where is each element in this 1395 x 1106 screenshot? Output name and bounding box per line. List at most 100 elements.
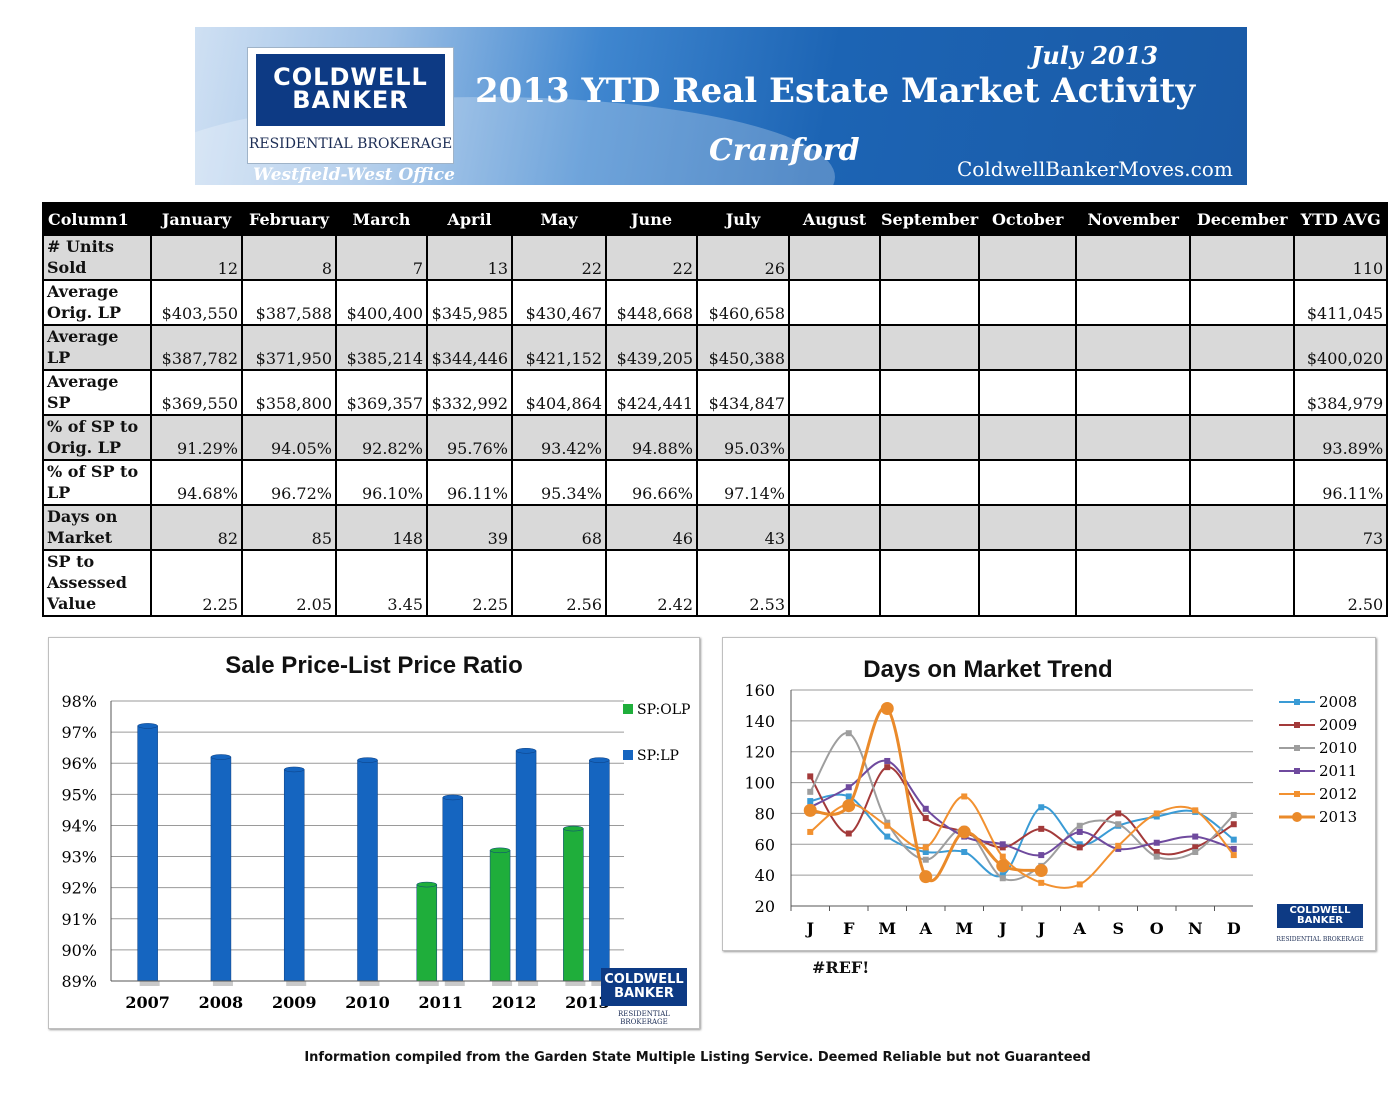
table-cell — [1189, 279, 1296, 326]
point-2013 — [842, 799, 856, 813]
table-cell: $400,400 — [335, 279, 428, 326]
point-2013 — [1034, 864, 1048, 878]
point-2008 — [884, 833, 891, 840]
table-cell: 96.10% — [335, 459, 428, 506]
table-cell: 8 — [241, 234, 337, 281]
column-header: May — [511, 202, 607, 236]
table-cell: 43 — [696, 504, 790, 551]
x-tick-label: J — [997, 919, 1007, 938]
point-2009 — [1153, 849, 1160, 855]
table-cell — [1189, 414, 1296, 461]
table-cell: $400,020 — [1293, 324, 1389, 371]
table-cell — [978, 279, 1078, 326]
table-cell: 46 — [605, 504, 698, 551]
table-row: SP to Assessed Value 2.25 2.05 3.45 2.25 2.56… — [42, 549, 1389, 617]
table-cell: 39 — [426, 504, 513, 551]
y-tick-label: 100 — [744, 774, 775, 793]
column-header: August — [788, 202, 881, 236]
bar-sp-lp-2008 — [210, 756, 232, 982]
point-2012 — [1230, 852, 1237, 859]
y-tick-label: 96% — [61, 754, 97, 773]
table-cell: $430,467 — [511, 279, 607, 326]
legend-label: 2010 — [1319, 739, 1357, 757]
bar-cap — [489, 847, 511, 854]
table-cell — [1189, 369, 1296, 416]
bar-cap — [357, 757, 378, 763]
legend-marker — [1294, 745, 1300, 751]
page-title: 2013 YTD Real Estate Market Activity — [475, 71, 1196, 111]
point-2008 — [807, 798, 814, 805]
office-name: Westfield-West Office — [253, 165, 455, 185]
x-tick-label: O — [1150, 919, 1164, 938]
y-tick-label: 89% — [61, 972, 97, 991]
bar-chart-logo-sub: RESIDENTIAL BROKERAGE — [618, 1010, 670, 1026]
table-cell — [978, 549, 1078, 617]
point-2011 — [1038, 852, 1045, 859]
table-cell: 85 — [241, 504, 337, 551]
table-cell — [1075, 234, 1192, 281]
point-2012 — [922, 844, 929, 851]
brand-logo: COLDWELL BANKER RESIDENTIAL BROKERAGE — [247, 47, 454, 164]
brand-line2: BANKER — [292, 86, 409, 114]
table-cell — [1189, 234, 1296, 281]
table-cell: $371,950 — [241, 324, 337, 371]
point-2010 — [999, 875, 1006, 882]
point-2010 — [884, 819, 891, 826]
column-header: September — [878, 202, 981, 236]
table-cell: $404,864 — [511, 369, 607, 416]
y-tick-label: 20 — [755, 897, 775, 916]
bar-cap — [210, 754, 232, 760]
point-2010 — [1192, 849, 1199, 855]
table-cell: $439,205 — [605, 324, 698, 371]
table-cell — [878, 504, 981, 551]
table-cell — [788, 504, 881, 551]
point-2011 — [1230, 845, 1237, 852]
bar-shadow — [286, 981, 307, 986]
table-cell — [978, 414, 1078, 461]
table-cell: $384,979 — [1293, 369, 1389, 416]
legend-swatch-1 — [623, 750, 633, 760]
point-2009 — [1038, 825, 1045, 832]
x-tick-label: S — [1112, 919, 1124, 938]
bar-cap — [416, 881, 438, 888]
legend-label: 2008 — [1319, 693, 1357, 711]
table-cell: 73 — [1293, 504, 1389, 551]
column-header: June — [605, 202, 698, 236]
table-cell: 91.29% — [150, 414, 243, 461]
table-cell: $332,992 — [426, 369, 513, 416]
point-2011 — [1115, 845, 1122, 852]
bar-shadow — [359, 981, 380, 986]
x-tick-label: J — [1035, 919, 1045, 938]
point-2013 — [919, 870, 933, 884]
table-row: Average SP $369,550 $358,800 $369,357 $332,9… — [42, 369, 1389, 416]
table-cell — [788, 549, 881, 617]
point-2010 — [1230, 811, 1237, 818]
table-cell: 95.03% — [696, 414, 790, 461]
table-cell — [978, 459, 1078, 506]
table-cell: $345,985 — [426, 279, 513, 326]
point-2012 — [1076, 881, 1083, 888]
row-label: SP to Assessed Value — [42, 549, 152, 617]
table-cell: $421,152 — [511, 324, 607, 371]
point-2012 — [999, 853, 1006, 860]
table-cell — [878, 324, 981, 371]
legend-label: SP:LP — [637, 748, 679, 764]
x-tick-label: 2011 — [419, 993, 464, 1012]
point-2008 — [999, 872, 1006, 879]
table-cell: 2.25 — [426, 549, 513, 617]
point-2012 — [1038, 879, 1045, 886]
bar-cap — [589, 757, 610, 763]
legend-label: 2013 — [1319, 808, 1357, 826]
table-cell: $434,847 — [696, 369, 790, 416]
table-cell — [978, 369, 1078, 416]
table-cell: 110 — [1293, 234, 1389, 281]
x-tick-label: M — [955, 919, 973, 938]
point-2012 — [1115, 842, 1122, 849]
y-tick-label: 120 — [744, 743, 775, 762]
table-row: Days on Market 82 85 148 39 68 46 43 73 — [42, 504, 1389, 551]
website-link[interactable]: ColdwellBankerMoves.com — [957, 157, 1233, 181]
column-header: March — [335, 202, 428, 236]
y-tick-label: 98% — [61, 692, 97, 711]
column-header: November — [1075, 202, 1192, 236]
point-2012 — [1153, 810, 1160, 817]
